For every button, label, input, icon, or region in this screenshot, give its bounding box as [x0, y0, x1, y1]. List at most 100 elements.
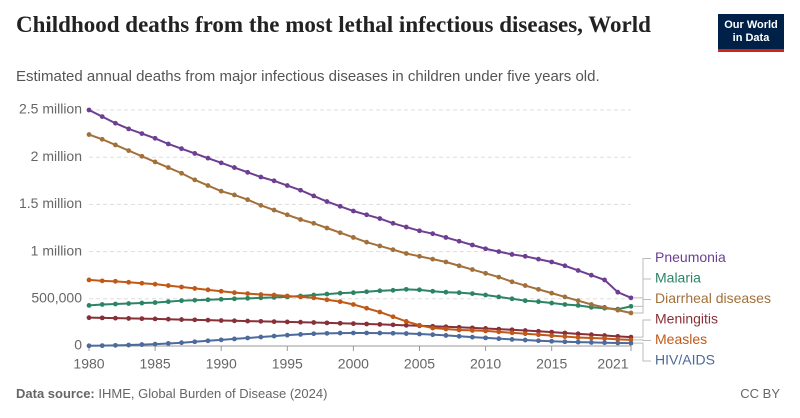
point — [575, 298, 581, 304]
point — [232, 290, 237, 296]
point — [456, 333, 462, 339]
point — [324, 297, 330, 303]
point — [403, 331, 409, 336]
legend-label: Meningitis — [655, 311, 718, 327]
point — [139, 153, 145, 159]
point — [271, 178, 277, 184]
point — [284, 319, 290, 325]
point — [311, 320, 317, 325]
point — [179, 146, 184, 152]
point — [99, 278, 105, 284]
point — [483, 328, 488, 334]
source-label: Data source: — [16, 386, 95, 401]
point — [562, 339, 568, 345]
point — [483, 246, 488, 252]
point — [139, 300, 145, 306]
point — [337, 299, 343, 305]
point — [575, 303, 581, 308]
point — [311, 193, 317, 199]
point — [337, 330, 343, 336]
point — [615, 307, 621, 313]
point — [284, 212, 290, 218]
point — [496, 294, 502, 300]
point — [377, 309, 383, 315]
point — [232, 296, 237, 302]
point — [284, 293, 290, 299]
point — [456, 238, 462, 244]
point — [536, 256, 541, 262]
point — [522, 331, 528, 337]
point — [139, 316, 145, 322]
point — [284, 183, 290, 188]
point — [364, 239, 370, 245]
point — [602, 336, 607, 341]
point — [350, 321, 356, 327]
point — [403, 224, 409, 230]
point — [126, 126, 132, 132]
point — [549, 329, 555, 335]
point — [218, 318, 224, 323]
point — [298, 187, 303, 193]
point — [483, 270, 488, 276]
point — [126, 342, 132, 348]
point — [350, 235, 356, 240]
point — [99, 136, 105, 142]
y-tick-label: 1.5 million — [19, 195, 82, 211]
point — [139, 342, 145, 347]
point — [218, 337, 224, 343]
point — [377, 321, 383, 327]
label-connector — [634, 319, 651, 338]
point — [192, 297, 198, 303]
point — [205, 183, 211, 188]
point — [245, 318, 251, 324]
label-connector — [634, 258, 651, 299]
point — [139, 280, 145, 286]
point — [350, 302, 356, 307]
x-tick-label: 2000 — [338, 356, 369, 372]
x-tick-label: 1990 — [206, 356, 237, 372]
point — [271, 292, 277, 298]
point — [205, 297, 211, 303]
point — [126, 279, 132, 285]
point — [218, 296, 224, 302]
point — [165, 283, 171, 288]
point — [152, 316, 158, 322]
point — [377, 288, 383, 294]
point — [126, 148, 132, 153]
point — [522, 298, 528, 304]
point — [218, 160, 224, 166]
logo[interactable]: Our World in Data — [718, 14, 784, 52]
point — [86, 107, 92, 113]
source[interactable]: IHME, Global Burden of Disease (2024) — [98, 386, 328, 401]
license[interactable]: CC BY — [740, 386, 780, 401]
point — [218, 188, 224, 194]
point — [179, 284, 184, 290]
point — [165, 141, 171, 147]
point — [337, 203, 343, 209]
chart-title: Childhood deaths from the most lethal in… — [16, 12, 651, 37]
point — [522, 337, 528, 343]
point — [549, 333, 555, 339]
point — [113, 342, 118, 348]
point — [483, 335, 488, 341]
point — [430, 325, 436, 331]
point — [615, 340, 621, 346]
point — [218, 288, 224, 294]
point — [192, 151, 198, 156]
point — [509, 279, 515, 285]
point — [602, 304, 607, 310]
point — [390, 287, 396, 293]
point — [509, 252, 515, 257]
point — [469, 242, 475, 248]
point — [258, 334, 264, 340]
point — [324, 199, 330, 204]
point — [126, 316, 132, 321]
x-tick-label: 1995 — [272, 356, 303, 372]
point — [311, 295, 317, 301]
point — [443, 289, 449, 295]
point — [628, 295, 634, 301]
point — [271, 319, 277, 325]
point — [258, 295, 264, 301]
point — [152, 300, 158, 305]
label-connector — [634, 339, 651, 341]
